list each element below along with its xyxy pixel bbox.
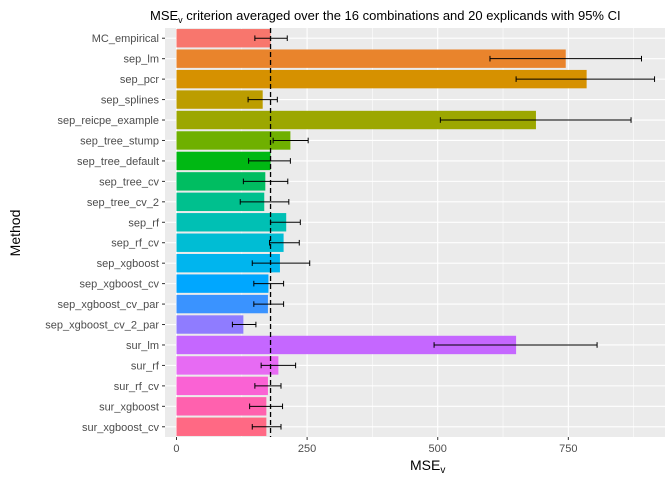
y-tick-label: sep_xgboost_cv [80, 279, 160, 291]
y-tick-label: sep_rf [128, 217, 160, 229]
error-bar-sep_tree_cv [242, 178, 289, 185]
error-bar-sur_xgboost_cv [251, 423, 282, 430]
bar-MC_empirical [176, 29, 271, 48]
bar-sep_rf [176, 213, 287, 232]
y-tick-label: sep_splines [101, 95, 160, 107]
bar-sur_rf_cv [176, 376, 268, 396]
bar-sur_xgboost_cv [176, 417, 267, 436]
y-tick-label: sur_xgboost [99, 401, 159, 413]
error-bar-sep_xgboost [251, 260, 311, 266]
error-bar-sep_rf_cv [268, 239, 300, 246]
x-tick-label: 0 [173, 443, 179, 455]
bar-sep_xgboost_cv_par [176, 294, 268, 314]
y-tick-label: sep_tree_cv_2 [87, 197, 159, 209]
chart-title-subscript: v [178, 15, 183, 25]
y-tick-label: sur_rf_cv [114, 381, 160, 393]
bars [176, 29, 587, 436]
error-bar-sep_reicpe_example [439, 117, 632, 123]
bar-sep_pcr [176, 69, 587, 89]
bar-sep_splines [176, 90, 263, 109]
bar-sep_xgboost_cv [176, 274, 269, 293]
y-tick-label: sep_rf_cv [111, 238, 159, 250]
y-tick-label: sep_xgboost [97, 258, 159, 270]
bar-sep_xgboost_cv_2_par [176, 315, 244, 334]
y-tick-label: sep_tree_cv [99, 176, 159, 188]
chart-title-prefix: MSE [150, 8, 179, 23]
y-axis-title: Method [7, 210, 23, 257]
bar-sep_tree_stump [176, 131, 291, 150]
error-bar-sur_xgboost [249, 403, 284, 410]
error-bar-sep_pcr [515, 76, 656, 82]
bar-sep_tree_cv [176, 172, 266, 191]
bar-sep_lm [176, 49, 566, 68]
y-axis: MC_empirical sep_lm sep_pcr sep_splines sep_… [45, 33, 165, 434]
error-bar-sur_lm [433, 342, 598, 348]
bar-sur_lm [176, 335, 517, 355]
bar-sep_tree_cv_2 [176, 192, 265, 212]
error-bars [231, 35, 656, 430]
bar-sur_rf [176, 356, 279, 375]
x-axis-title-subscript: v [440, 465, 445, 476]
bar-sep_tree_default [176, 151, 271, 171]
error-bar-sep_xgboost_cv [253, 280, 285, 287]
y-tick-label: sep_tree_default [77, 156, 159, 168]
bar-sur_xgboost [176, 397, 267, 416]
y-tick-label: sep_xgboost_cv_2_par [45, 320, 159, 332]
error-bar-sep_xgboost_cv_par [253, 301, 285, 307]
x-tick-label: 250 [298, 443, 316, 455]
error-bar-sep_tree_cv_2 [239, 199, 290, 205]
x-axis: 0 250 500 750 [173, 437, 578, 455]
bar-sep_rf_cv [176, 233, 284, 252]
error-bar-sep_lm [489, 55, 642, 62]
error-bar-sep_tree_default [248, 158, 291, 164]
x-axis-title-main: MSE [410, 457, 440, 473]
x-tick-label: 750 [559, 443, 577, 455]
error-bar-sep_tree_stump [272, 137, 309, 144]
y-tick-label: sur_lm [126, 340, 159, 352]
error-bar-sur_rf_cv [254, 383, 282, 389]
y-tick-label: sur_rf [131, 360, 160, 372]
y-tick-label: MC_empirical [92, 33, 159, 45]
error-bar-sep_xgboost_cv_2_par [231, 321, 257, 328]
bar-sep_xgboost [176, 253, 280, 273]
error-bar-sur_rf [260, 362, 297, 369]
y-tick-label: sep_xgboost_cv_par [57, 299, 159, 311]
y-tick-label: sep_lm [124, 54, 159, 66]
y-tick-label: sep_pcr [120, 74, 159, 86]
y-tick-label: sep_tree_stump [80, 135, 159, 147]
y-tick-label: sep_reicpe_example [57, 115, 159, 127]
chart-title: MSEv criterion averaged over the 16 comb… [150, 8, 621, 25]
error-bar-sep_splines [247, 96, 278, 103]
x-tick-label: 500 [429, 443, 447, 455]
x-axis-title: MSEv [410, 457, 445, 476]
y-tick-label: sur_xgboost_cv [82, 422, 160, 434]
plot-panel [165, 28, 665, 437]
bar-sep_reicpe_example [176, 110, 536, 130]
chart-title-suffix: criterion averaged over the 16 combinati… [183, 8, 621, 23]
